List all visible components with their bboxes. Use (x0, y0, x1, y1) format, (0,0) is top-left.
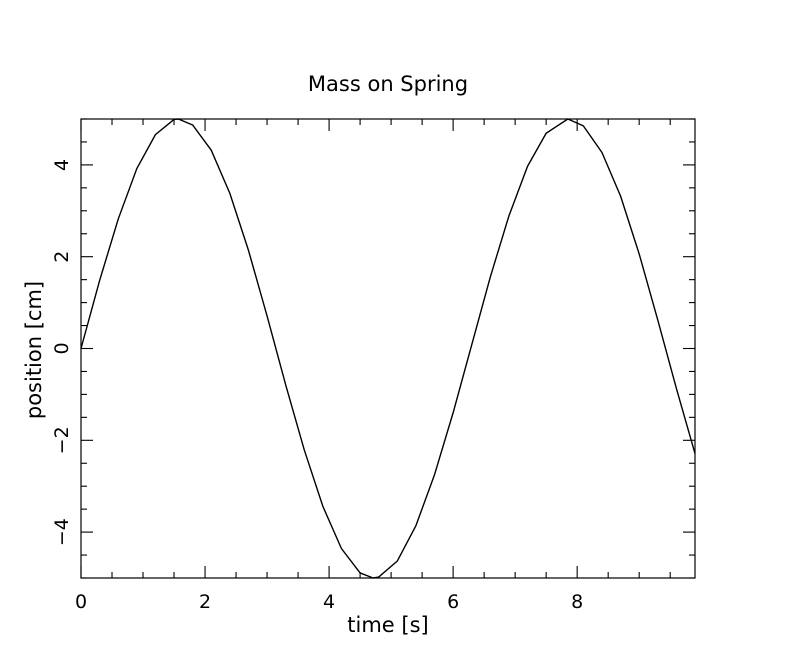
plot-area (80, 118, 696, 579)
x-axis-label-text: time [s] (347, 613, 428, 637)
y-tick-label: 2 (51, 251, 73, 263)
y-axis-label: position [cm] (22, 281, 46, 419)
x-axis-label: time [s] (347, 613, 428, 637)
x-tick-label: 6 (447, 591, 459, 613)
plot-frame (80, 118, 696, 579)
tick-labels: 0 2 4 6 8 −4 −2 0 2 4 (51, 159, 583, 613)
x-tick-label: 4 (323, 591, 335, 613)
series-line (80, 118, 696, 579)
x-tick-label: 0 (75, 591, 87, 613)
y-tick-label: 4 (51, 159, 73, 171)
x-tick-label: 2 (199, 591, 211, 613)
series-layer (80, 118, 696, 579)
chart-title: Mass on Spring (308, 72, 468, 96)
y-tick-label: −2 (51, 426, 73, 454)
axis-ticks (80, 118, 695, 579)
y-axis-label-text: position [cm] (22, 281, 46, 419)
y-tick-label: 0 (51, 342, 73, 354)
y-tick-label: −4 (51, 518, 73, 546)
x-tick-label: 8 (571, 591, 583, 613)
